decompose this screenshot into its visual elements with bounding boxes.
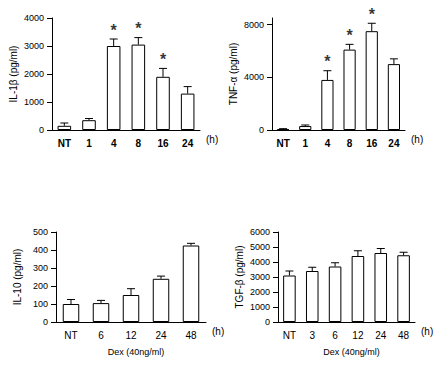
svg-text:(h): (h) xyxy=(212,326,224,337)
svg-text:(h): (h) xyxy=(421,326,433,337)
svg-text:6000: 6000 xyxy=(250,227,270,237)
svg-text:4: 4 xyxy=(325,138,331,149)
svg-text:NT: NT xyxy=(58,138,71,149)
svg-text:3000: 3000 xyxy=(250,272,270,282)
svg-text:NT: NT xyxy=(64,330,77,341)
svg-text:1000: 1000 xyxy=(250,302,270,312)
svg-text:4000: 4000 xyxy=(250,257,270,267)
svg-text:*: * xyxy=(111,22,118,39)
svg-text:4: 4 xyxy=(111,138,117,149)
svg-text:12: 12 xyxy=(352,330,364,341)
svg-text:3000: 3000 xyxy=(24,41,44,51)
svg-text:300: 300 xyxy=(33,263,48,273)
svg-text:*: * xyxy=(369,6,376,23)
svg-text:24: 24 xyxy=(182,138,194,149)
svg-text:200: 200 xyxy=(33,281,48,291)
svg-text:3: 3 xyxy=(309,330,315,341)
svg-text:16: 16 xyxy=(157,138,169,149)
svg-text:Dex (40ng/ml): Dex (40ng/ml) xyxy=(323,347,380,357)
svg-text:8: 8 xyxy=(136,138,142,149)
svg-text:0: 0 xyxy=(259,125,264,135)
svg-text:Dex (40ng/ml): Dex (40ng/ml) xyxy=(108,347,165,357)
svg-text:*: * xyxy=(135,20,142,37)
svg-text:0: 0 xyxy=(265,317,270,327)
svg-text:48: 48 xyxy=(185,330,197,341)
svg-text:4000: 4000 xyxy=(244,72,264,82)
svg-text:2000: 2000 xyxy=(24,69,44,79)
svg-text:24: 24 xyxy=(375,330,387,341)
svg-text:8: 8 xyxy=(347,138,353,149)
svg-text:500: 500 xyxy=(33,227,48,237)
svg-text:12: 12 xyxy=(125,330,137,341)
svg-text:NT: NT xyxy=(283,330,296,341)
svg-text:1: 1 xyxy=(302,138,308,149)
svg-text:IL-10 (pg/ml): IL-10 (pg/ml) xyxy=(12,249,23,306)
svg-text:NT: NT xyxy=(276,138,289,149)
svg-text:48: 48 xyxy=(398,330,410,341)
svg-text:(h): (h) xyxy=(206,134,218,145)
svg-text:TNF-α (pg/ml): TNF-α (pg/ml) xyxy=(228,43,239,105)
svg-text:4000: 4000 xyxy=(24,13,44,23)
svg-text:1: 1 xyxy=(86,138,92,149)
svg-text:16: 16 xyxy=(366,138,378,149)
svg-text:6: 6 xyxy=(332,330,338,341)
svg-text:IL-1β (pg/ml): IL-1β (pg/ml) xyxy=(8,46,19,103)
svg-text:24: 24 xyxy=(388,138,400,149)
svg-text:400: 400 xyxy=(33,245,48,255)
svg-text:(h): (h) xyxy=(411,134,423,145)
svg-text:8000: 8000 xyxy=(244,20,264,30)
svg-text:*: * xyxy=(160,51,167,68)
svg-text:6: 6 xyxy=(98,330,104,341)
svg-text:1000: 1000 xyxy=(24,97,44,107)
svg-text:*: * xyxy=(346,27,353,44)
svg-text:TGF-β (pg/ml): TGF-β (pg/ml) xyxy=(234,246,245,309)
svg-text:0: 0 xyxy=(43,317,48,327)
svg-text:2000: 2000 xyxy=(250,287,270,297)
svg-text:24: 24 xyxy=(155,330,167,341)
svg-text:100: 100 xyxy=(33,299,48,309)
svg-text:*: * xyxy=(324,53,331,70)
svg-text:5000: 5000 xyxy=(250,242,270,252)
svg-text:0: 0 xyxy=(39,125,44,135)
